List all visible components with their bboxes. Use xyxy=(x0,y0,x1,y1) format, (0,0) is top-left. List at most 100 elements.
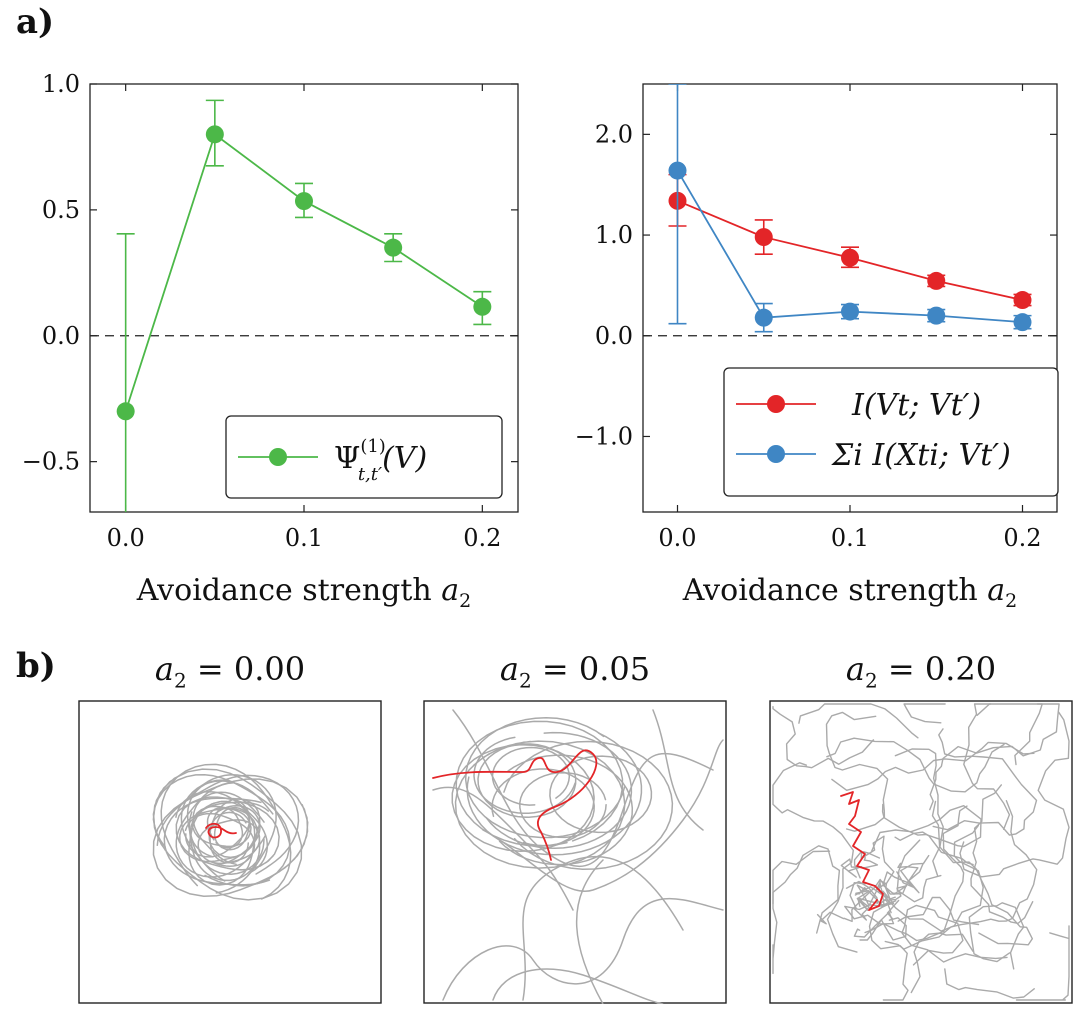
trajectory xyxy=(549,755,653,834)
trajectory-title: a2 = 0.05 xyxy=(499,650,651,693)
trajectory xyxy=(190,774,277,894)
trajectory xyxy=(452,709,714,868)
legend-label: I(Vt; Vt′) xyxy=(851,388,981,423)
trajectory xyxy=(772,762,858,953)
chart-mutual-information: −1.0 0.0 1.0 2.0 0.0 0.1 0.2 Avoidance strength… xyxy=(575,83,1059,612)
y-tick-label: −1.0 xyxy=(575,422,633,450)
trajectory xyxy=(859,899,907,941)
legend-marker xyxy=(767,395,785,413)
trajectory xyxy=(894,748,944,877)
trajectory xyxy=(482,739,724,893)
data-point xyxy=(116,402,135,421)
trajectory xyxy=(152,768,303,901)
trajectory xyxy=(522,855,684,1001)
trajectory xyxy=(871,803,982,852)
x-axis-label: Avoidance strength a2 xyxy=(682,573,1018,612)
trajectory xyxy=(903,703,946,724)
trajectory xyxy=(175,796,280,871)
data-point xyxy=(754,228,773,247)
panel-label-a: a) xyxy=(16,2,55,42)
data-point xyxy=(205,125,224,144)
data-point xyxy=(927,271,946,290)
trajectory xyxy=(576,859,604,1004)
highlight-trajectory xyxy=(432,749,598,861)
trajectory-frame xyxy=(78,700,382,1004)
trajectory xyxy=(897,896,980,926)
trajectory xyxy=(901,904,1008,966)
legend-box xyxy=(723,367,1059,497)
trajectory xyxy=(798,703,919,739)
y-tick-label: 0.5 xyxy=(42,196,80,224)
x-tick-label: 0.2 xyxy=(1003,524,1041,552)
trajectory xyxy=(492,968,664,1004)
trajectory xyxy=(970,784,1034,925)
data-point xyxy=(754,308,773,327)
trajectory xyxy=(491,768,595,847)
trajectory-panel-2: a2 = 0.20 xyxy=(769,650,1073,1005)
trajectory-plot xyxy=(78,700,382,1004)
trajectory xyxy=(868,900,909,1001)
trajectory xyxy=(884,932,974,952)
trajectory xyxy=(466,732,643,856)
x-axis-label: Avoidance strength a2 xyxy=(136,573,472,612)
trajectory-panel-1: a2 = 0.05 xyxy=(423,650,727,1005)
trajectory xyxy=(929,703,1060,811)
trajectory xyxy=(519,771,607,839)
legend-label: Ψ(1) t,t′(V) xyxy=(334,436,427,485)
trajectory xyxy=(442,897,724,1001)
trajectory xyxy=(192,791,265,866)
trajectory xyxy=(1015,925,1070,1001)
trajectory xyxy=(772,845,841,934)
trajectory-plot xyxy=(423,700,727,1004)
trajectory-plot xyxy=(769,700,1073,1004)
x-tick-label: 0.1 xyxy=(285,524,323,552)
data-point xyxy=(473,297,492,316)
trajectory xyxy=(896,839,942,903)
trajectory xyxy=(152,778,309,897)
legend-marker xyxy=(767,445,785,463)
trajectory xyxy=(959,711,1070,878)
trajectory xyxy=(156,774,300,875)
trajectory xyxy=(498,754,634,866)
trajectory xyxy=(451,743,595,853)
y-tick-label: 1.0 xyxy=(42,70,80,98)
y-tick-label: 0.0 xyxy=(42,322,80,350)
trajectory xyxy=(163,797,271,886)
trajectory xyxy=(910,800,1038,994)
trajectory-title: a2 = 0.20 xyxy=(845,650,997,693)
trajectory xyxy=(213,806,251,851)
trajectory xyxy=(963,703,1011,830)
legend-marker xyxy=(269,448,287,466)
trajectory xyxy=(944,968,1035,999)
data-point xyxy=(1013,291,1032,310)
trajectory xyxy=(185,798,251,858)
trajectory xyxy=(931,800,1033,946)
trajectory xyxy=(852,887,884,921)
highlight-trajectory xyxy=(840,791,884,911)
trajectory xyxy=(186,779,265,875)
trajectory xyxy=(652,709,704,831)
y-tick-label: 0.0 xyxy=(595,322,633,350)
chart-psi: −0.5 0.0 0.5 1.0 0.0 0.1 0.2 Avoidance strength… xyxy=(22,70,519,612)
data-point xyxy=(841,248,859,267)
plot-area xyxy=(116,99,492,512)
trajectory xyxy=(897,854,930,894)
data-point xyxy=(384,238,403,257)
data-point xyxy=(841,302,859,321)
trajectory xyxy=(175,781,267,878)
trajectory xyxy=(831,741,1035,791)
trajectory xyxy=(825,711,889,832)
data-point xyxy=(295,192,313,211)
trajectory xyxy=(197,819,261,865)
trajectory xyxy=(864,805,968,942)
trajectory xyxy=(432,786,574,911)
x-tick-label: 0.1 xyxy=(831,524,869,552)
trajectory xyxy=(184,812,256,867)
data-point xyxy=(1013,313,1032,332)
trajectory xyxy=(816,878,902,925)
panel-label-b: b) xyxy=(16,646,56,686)
trajectory xyxy=(214,804,261,865)
data-point xyxy=(668,161,687,180)
trajectory xyxy=(844,882,895,938)
trajectory xyxy=(826,737,1005,793)
